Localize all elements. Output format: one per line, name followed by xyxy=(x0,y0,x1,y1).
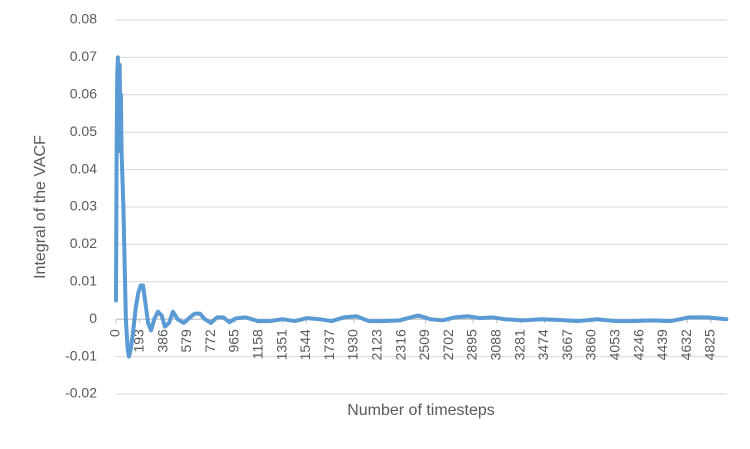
y-tick-label: 0.03 xyxy=(70,198,97,214)
x-tick-label: 4053 xyxy=(606,329,622,360)
y-tick-label: 0.01 xyxy=(70,273,97,289)
y-tick-label: -0.01 xyxy=(65,347,97,363)
data-line xyxy=(114,55,729,359)
x-tick-label: 3474 xyxy=(535,329,551,360)
y-axis-title: Integral of the VACF xyxy=(32,135,49,279)
x-tick-label: 3281 xyxy=(511,329,527,360)
x-tick-label: 2316 xyxy=(392,329,408,360)
x-tick-label: 4439 xyxy=(654,329,670,360)
x-axis-title: Number of timesteps xyxy=(347,402,495,419)
x-tick-label: 1158 xyxy=(249,329,265,359)
y-tick-label: 0 xyxy=(89,310,97,326)
x-tick-label: 1737 xyxy=(321,329,337,360)
x-tick-label: 3088 xyxy=(487,329,503,360)
x-tick-label: 579 xyxy=(178,329,194,353)
x-tick-label: 2895 xyxy=(464,329,480,360)
x-tick-label: 3667 xyxy=(559,329,575,360)
x-tick-label: 4632 xyxy=(678,329,694,360)
x-tick-label: 2702 xyxy=(440,329,456,360)
x-tick-label: 386 xyxy=(154,329,170,353)
x-tick-label: 1930 xyxy=(345,329,361,360)
y-tick-label: 0.04 xyxy=(70,160,97,176)
y-tick-label: 0.08 xyxy=(70,11,97,27)
x-tick-label: 4825 xyxy=(702,329,718,360)
x-tick-label: 772 xyxy=(202,329,218,353)
y-tick-label: -0.02 xyxy=(65,385,97,401)
y-tick-label: 0.05 xyxy=(70,123,97,139)
x-tick-label: 965 xyxy=(226,329,242,353)
y-tick-label: 0.07 xyxy=(70,48,97,64)
x-tick-label: 0 xyxy=(107,329,123,337)
x-tick-label: 2509 xyxy=(416,329,432,360)
x-tick-label: 3860 xyxy=(583,329,599,360)
x-tick-label: 1351 xyxy=(273,329,289,360)
y-tick-label: 0.06 xyxy=(70,86,97,102)
x-tick-label: 1544 xyxy=(297,329,313,360)
x-tick-label: 4246 xyxy=(630,329,646,360)
y-tick-label: 0.02 xyxy=(70,235,97,251)
x-tick-label: 2123 xyxy=(368,329,384,360)
